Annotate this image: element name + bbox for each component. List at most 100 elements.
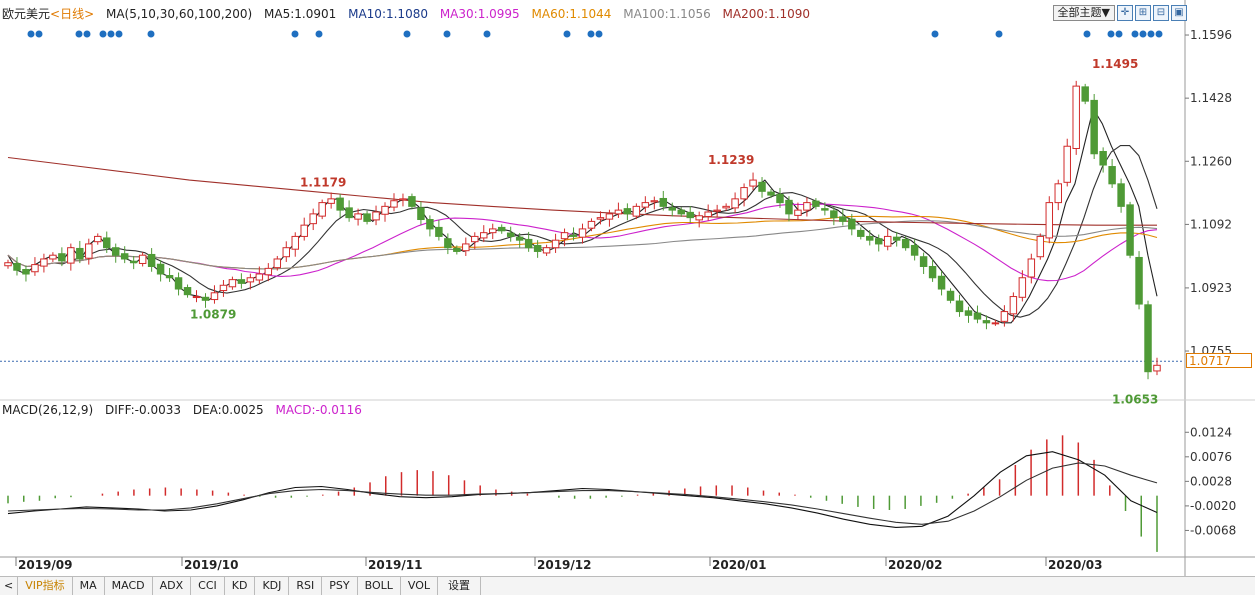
- candle-body: [1126, 204, 1134, 256]
- ma30-label: MA30:1.0995: [439, 7, 520, 21]
- candle-body: [982, 320, 991, 324]
- candle-body: [857, 229, 865, 237]
- candle-body: [1009, 296, 1018, 315]
- tab-psy[interactable]: PSY: [322, 577, 358, 595]
- macd-tick-label: 0.0028: [1190, 474, 1232, 488]
- signal-dot: [587, 30, 595, 38]
- candle-body: [1036, 235, 1045, 258]
- signal-dot: [27, 30, 35, 38]
- tab-arrow[interactable]: <: [0, 577, 19, 595]
- candle-body: [67, 247, 75, 264]
- candle-body: [497, 226, 506, 232]
- signal-dot: [995, 30, 1003, 38]
- candle-body: [291, 235, 299, 250]
- candle-body: [883, 235, 892, 247]
- candle-body: [866, 235, 874, 241]
- tab-kd[interactable]: KD: [225, 577, 256, 595]
- candle-body: [713, 209, 721, 212]
- candle-body: [731, 198, 739, 209]
- layout-icon[interactable]: ⊟: [1153, 5, 1169, 21]
- signal-dot: [1139, 30, 1147, 38]
- candle-body: [749, 179, 757, 187]
- candle-body: [120, 253, 129, 260]
- tab-boll[interactable]: BOLL: [358, 577, 401, 595]
- tab-cci[interactable]: CCI: [191, 577, 225, 595]
- candle-body: [282, 247, 291, 258]
- tab-ma[interactable]: MA: [73, 577, 105, 595]
- ma200-label: MA200:1.1090: [722, 7, 811, 21]
- signal-dot: [1083, 30, 1091, 38]
- candle-body: [632, 205, 641, 217]
- candle-body: [201, 296, 210, 301]
- signal-dot: [1147, 30, 1155, 38]
- candle-body: [435, 226, 443, 237]
- tab-vip[interactable]: VIP指标: [18, 577, 73, 595]
- signal-dot: [443, 30, 451, 38]
- tab-settings[interactable]: 设置: [438, 577, 482, 595]
- crosshair-icon[interactable]: ✛: [1117, 5, 1133, 21]
- candle-body: [219, 284, 228, 292]
- candle-body: [1135, 256, 1143, 305]
- candle-body: [390, 200, 398, 208]
- tab-adx[interactable]: ADX: [153, 577, 192, 595]
- candle-body: [453, 247, 461, 252]
- candle-body: [31, 264, 39, 273]
- candle-body: [237, 279, 246, 284]
- extreme-annotation: 1.1179: [300, 176, 346, 190]
- candle-body: [399, 198, 407, 201]
- tab-vol[interactable]: VOL: [401, 577, 439, 595]
- candle-body: [471, 235, 479, 243]
- candle-body: [336, 197, 344, 211]
- ma60-label: MA60:1.1044: [531, 7, 612, 21]
- candle-body: [363, 213, 371, 222]
- theme-button[interactable]: 全部主题▼: [1052, 5, 1115, 21]
- candle-body: [955, 300, 964, 313]
- candle-body: [551, 239, 560, 249]
- signal-dot: [35, 30, 43, 38]
- candle-body: [1090, 99, 1098, 155]
- candle-body: [480, 232, 488, 239]
- window-icon[interactable]: ▣: [1171, 5, 1187, 21]
- candle-body: [417, 207, 425, 221]
- candle-body: [210, 292, 219, 301]
- macd-params-label[interactable]: MACD(26,12,9): [2, 403, 94, 417]
- tab-rsi[interactable]: RSI: [289, 577, 323, 595]
- price-tick-label: 1.1092: [1190, 217, 1232, 231]
- candle-body: [722, 205, 730, 209]
- period-label[interactable]: <日线>: [50, 7, 95, 21]
- extreme-annotation: 1.1495: [1092, 57, 1138, 71]
- candle-body: [1045, 202, 1054, 239]
- candle-body: [596, 217, 605, 220]
- candle-body: [668, 207, 676, 211]
- price-tick-label: 1.1596: [1190, 28, 1232, 42]
- candle-body: [848, 218, 856, 230]
- signal-dot: [75, 30, 83, 38]
- candle-body: [830, 210, 838, 219]
- candle-body: [156, 263, 165, 275]
- candle-body: [489, 228, 497, 234]
- candle-body: [228, 279, 237, 288]
- candle-body: [1072, 85, 1080, 149]
- candle-body: [426, 219, 434, 230]
- price-tick-label: 1.0923: [1190, 281, 1232, 295]
- date-tick-label: 2019/11: [368, 558, 422, 572]
- macd-value-label: MACD:-0.0116: [275, 403, 362, 417]
- candle-body: [650, 200, 659, 203]
- price-tick-label: 1.1428: [1190, 91, 1232, 105]
- candle-body: [677, 209, 685, 215]
- macd-header: MACD(26,12,9) DIFF:-0.0033 DEA:0.0025 MA…: [2, 403, 370, 417]
- candle-body: [623, 208, 632, 215]
- tab-macd[interactable]: MACD: [105, 577, 153, 595]
- candle-body: [659, 197, 668, 207]
- candle-body: [165, 275, 174, 279]
- candle-body: [794, 209, 802, 216]
- date-tick-label: 2019/09: [18, 558, 72, 572]
- candle-body: [704, 211, 712, 218]
- date-tick-label: 2020/02: [888, 558, 942, 572]
- candle-body: [946, 290, 955, 301]
- tab-kdj[interactable]: KDJ: [255, 577, 290, 595]
- grid-icon[interactable]: ⊞: [1135, 5, 1151, 21]
- candle-body: [1099, 151, 1107, 166]
- signal-dot: [563, 30, 571, 38]
- ma-params-label[interactable]: MA(5,10,30,60,100,200): [105, 7, 253, 21]
